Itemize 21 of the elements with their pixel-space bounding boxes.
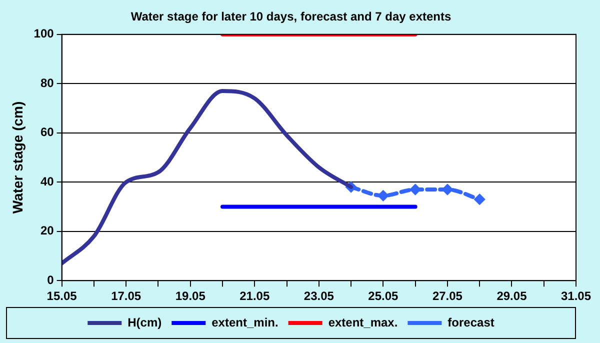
x-tick-label: 23.05 <box>304 289 334 304</box>
x-tick-label: 15.05 <box>46 289 78 304</box>
y-tick-label: 80 <box>40 76 54 90</box>
legend-label: extent_max. <box>328 315 398 330</box>
y-tick-label: 20 <box>40 224 54 238</box>
x-tick-label: 31.05 <box>560 289 592 304</box>
legend-label: extent_min. <box>212 315 278 330</box>
legend-label: forecast <box>448 315 494 330</box>
x-tick-label: 27.05 <box>432 289 463 304</box>
chart-title: Water stage for later 10 days, forecast and 7 day extents <box>130 10 452 24</box>
y-tick-label: 100 <box>34 26 54 41</box>
x-tick-label: 21.05 <box>240 289 270 304</box>
x-tick-label: 25.05 <box>368 289 399 304</box>
y-tick-label: 60 <box>40 125 54 140</box>
x-tick-label: 19.05 <box>175 289 206 304</box>
x-tick-label: 17.05 <box>111 289 142 304</box>
y-axis-title: Water stage (cm) <box>9 101 26 214</box>
y-tick-label: 0 <box>47 272 54 287</box>
x-tick-label: 29.05 <box>496 289 528 304</box>
legend-label: H(cm) <box>128 315 162 330</box>
y-tick-label: 40 <box>40 174 54 188</box>
